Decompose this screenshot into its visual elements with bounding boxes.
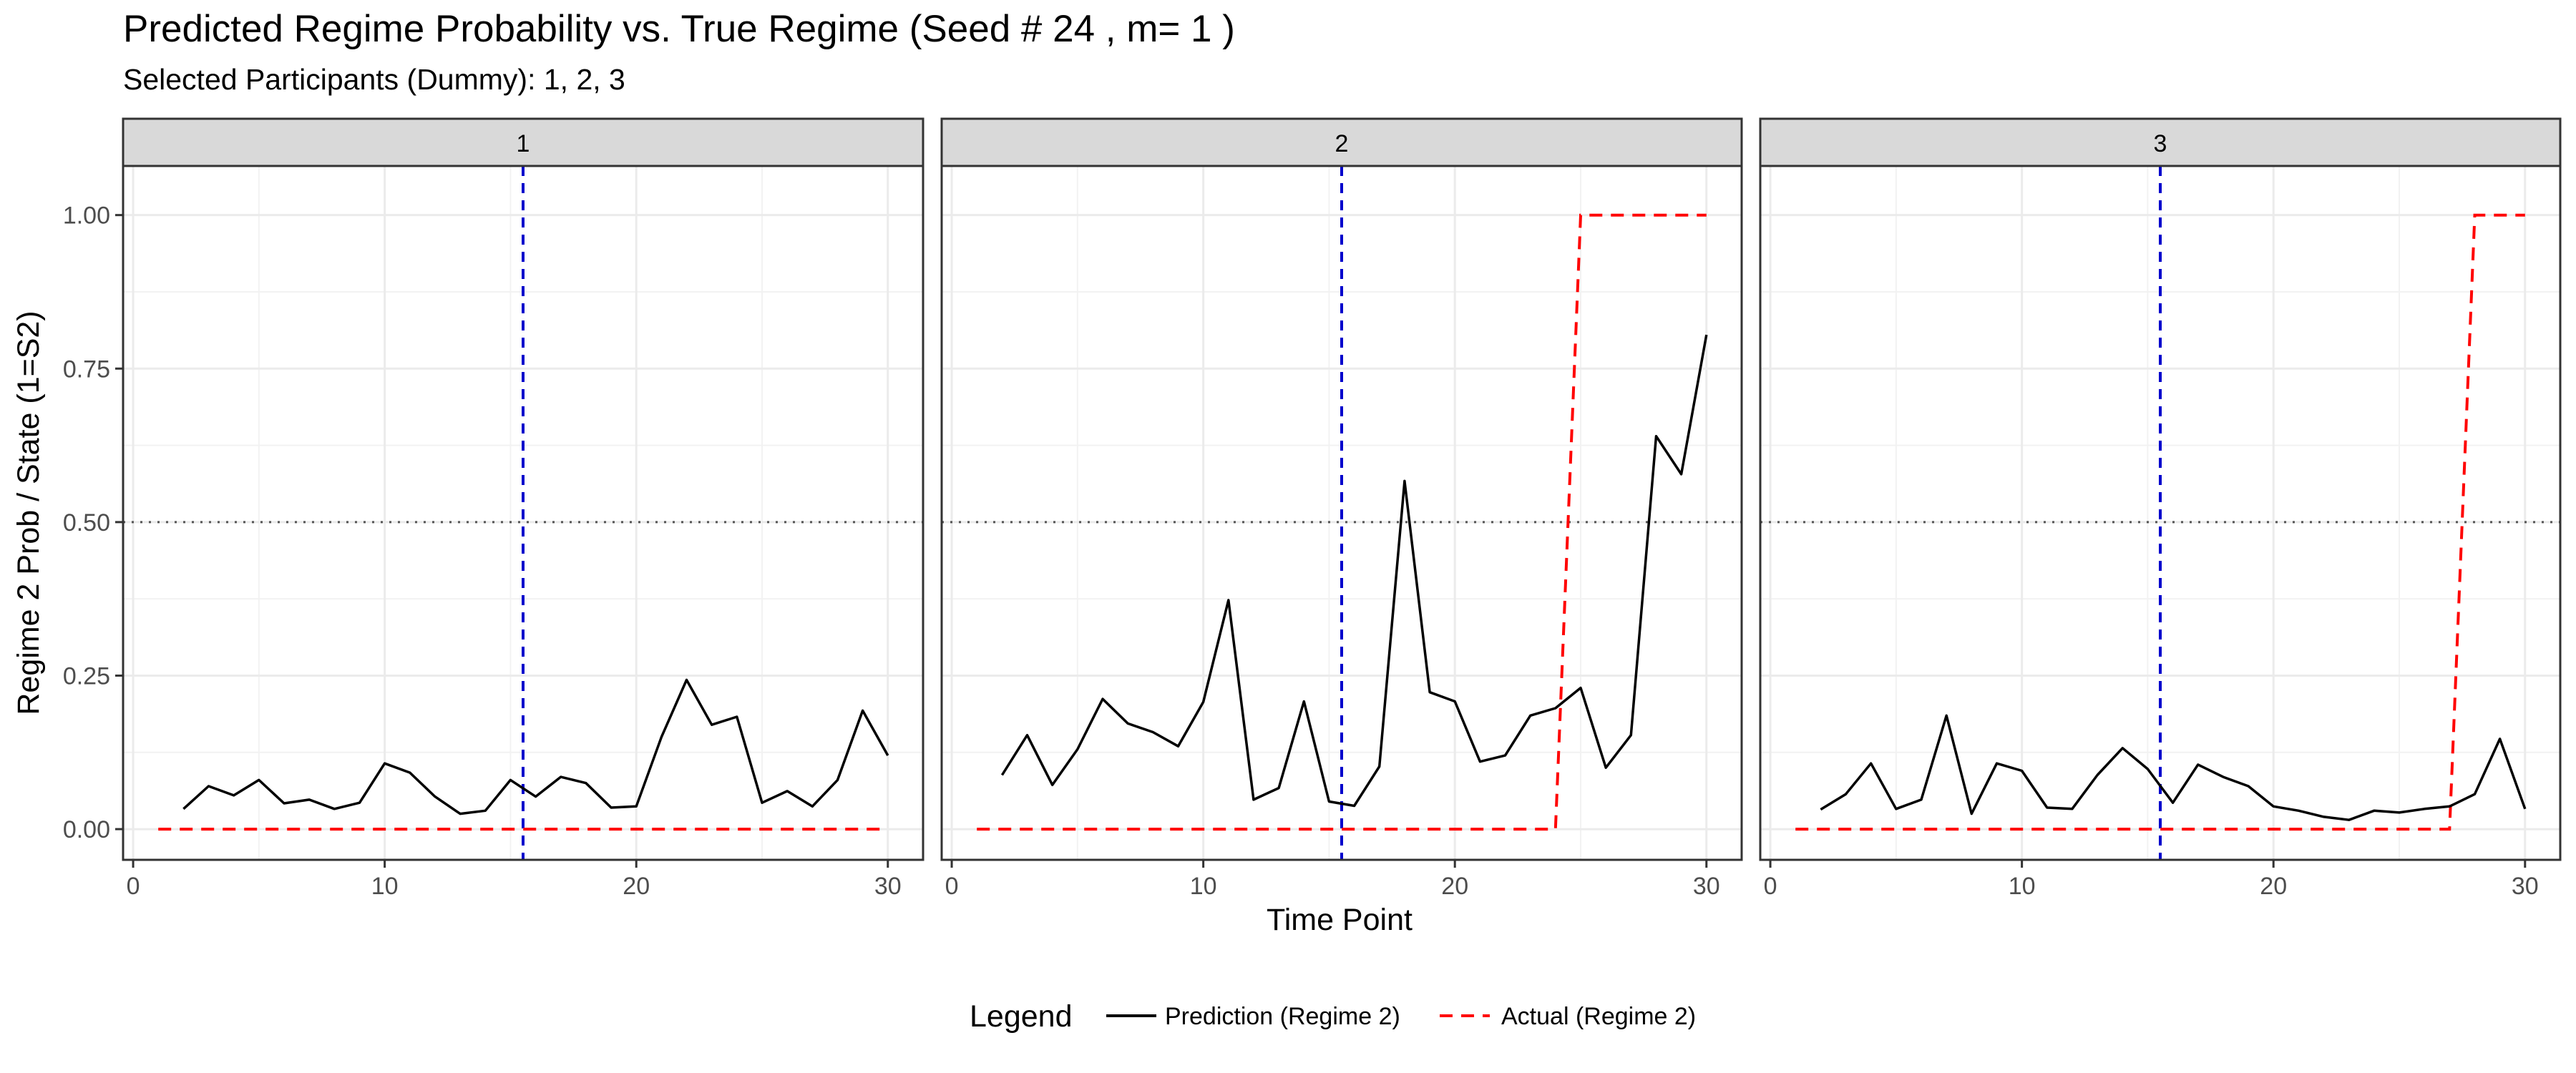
x-tick-label: 0 bbox=[1764, 873, 1777, 900]
x-tick-label: 20 bbox=[2260, 873, 2287, 900]
panel-border bbox=[940, 165, 1743, 861]
x-tick-label: 10 bbox=[2009, 873, 2036, 900]
series-prediction-regime-2 bbox=[1820, 714, 2527, 821]
x-tick-label: 0 bbox=[945, 873, 959, 900]
facet-label-3: 3 bbox=[2154, 130, 2167, 157]
y-axis-title: Regime 2 Prob / State (1=S2) bbox=[11, 310, 46, 715]
y-tick-label: 0.25 bbox=[63, 662, 110, 690]
x-tick-label: 0 bbox=[127, 873, 140, 900]
series-prediction-regime-2 bbox=[1000, 334, 1708, 808]
y-tick-label: 0.50 bbox=[63, 509, 110, 536]
series-actual-regime-2 bbox=[977, 213, 1707, 831]
x-tick-label: 30 bbox=[2512, 873, 2539, 900]
x-tick-label: 20 bbox=[1441, 873, 1468, 900]
series-actual-regime-2 bbox=[1795, 213, 2525, 831]
panel-border bbox=[1759, 165, 2562, 861]
legend-title: Legend bbox=[970, 999, 1073, 1034]
panel-border bbox=[122, 165, 924, 861]
x-tick-label: 30 bbox=[874, 873, 902, 900]
facet-label-2: 2 bbox=[1335, 130, 1349, 157]
facet-strip-2 bbox=[940, 117, 1743, 167]
facet-label-1: 1 bbox=[517, 130, 530, 157]
chart-title: Predicted Regime Probability vs. True Re… bbox=[123, 8, 1235, 50]
facet-strip-3 bbox=[1759, 117, 2562, 167]
legend-label-prediction: Prediction (Regime 2) bbox=[1165, 1003, 1400, 1030]
series-prediction-regime-2 bbox=[182, 678, 889, 815]
y-tick-label: 0.75 bbox=[63, 356, 110, 383]
x-tick-label: 20 bbox=[623, 873, 650, 900]
legend-label-actual: Actual (Regime 2) bbox=[1501, 1003, 1696, 1030]
y-tick-label: 1.00 bbox=[63, 202, 110, 230]
x-tick-label: 10 bbox=[1190, 873, 1217, 900]
x-axis-title: Time Point bbox=[1267, 903, 1413, 937]
chart-subtitle: Selected Participants (Dummy): 1, 2, 3 bbox=[123, 63, 625, 96]
y-tick-label: 0.00 bbox=[63, 816, 110, 843]
x-tick-label: 10 bbox=[371, 873, 399, 900]
x-tick-label: 30 bbox=[1693, 873, 1720, 900]
